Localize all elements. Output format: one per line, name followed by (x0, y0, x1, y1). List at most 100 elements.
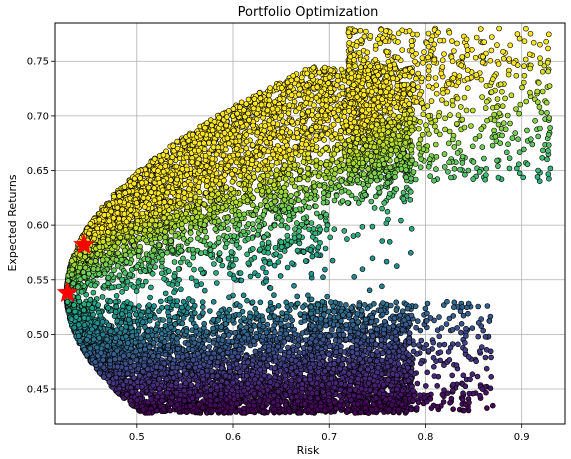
portfolio-point (259, 240, 266, 247)
portfolio-point (296, 176, 303, 182)
portfolio-point (369, 255, 376, 262)
portfolio-point (253, 207, 259, 214)
portfolio-point (330, 121, 337, 128)
portfolio-point (133, 311, 139, 318)
portfolio-point (187, 230, 194, 236)
portfolio-point (296, 233, 303, 240)
portfolio-point (320, 195, 327, 201)
portfolio-point (295, 197, 302, 203)
portfolio-point (311, 183, 318, 190)
portfolio-point (160, 317, 166, 323)
portfolio-point (206, 337, 212, 344)
portfolio-point (271, 292, 277, 298)
portfolio-point (164, 304, 170, 311)
portfolio-point (237, 173, 244, 179)
portfolio-point (162, 290, 169, 297)
data-points (63, 25, 554, 416)
portfolio-point (315, 173, 322, 180)
portfolio-point (143, 278, 149, 285)
portfolio-point (303, 186, 309, 192)
portfolio-point (123, 259, 130, 265)
portfolio-point (338, 66, 345, 73)
portfolio-point (308, 270, 315, 277)
portfolio-point (393, 186, 400, 192)
portfolio-point (288, 301, 295, 308)
portfolio-point (338, 343, 344, 350)
portfolio-point (169, 282, 176, 288)
portfolio-point (225, 226, 232, 232)
portfolio-point (165, 309, 171, 316)
portfolio-point (218, 307, 225, 314)
portfolio-point (344, 200, 351, 206)
portfolio-point (317, 160, 324, 166)
portfolio-point (148, 284, 154, 291)
portfolio-point (213, 151, 220, 158)
portfolio-point (386, 239, 393, 245)
portfolio-point (251, 254, 258, 261)
portfolio-point (218, 324, 224, 330)
portfolio-point (383, 220, 390, 227)
portfolio-point (321, 137, 327, 143)
portfolio-point (331, 226, 338, 232)
portfolio-point (247, 313, 253, 320)
portfolio-point (308, 220, 315, 226)
portfolio-point (238, 277, 245, 284)
portfolio-point (244, 297, 250, 304)
portfolio-point (187, 224, 194, 231)
portfolio-point (359, 224, 366, 230)
portfolio-point (161, 275, 167, 282)
portfolio-point (170, 189, 176, 196)
portfolio-point (359, 266, 366, 273)
portfolio-point (136, 303, 142, 309)
portfolio-point (171, 273, 177, 280)
portfolio-point (179, 320, 186, 327)
portfolio-point (331, 197, 338, 204)
plot-area (54, 22, 566, 425)
chart-title: Portfolio Optimization (238, 5, 379, 20)
portfolio-point (302, 258, 309, 264)
portfolio-point (408, 226, 415, 232)
portfolio-point (379, 205, 385, 212)
portfolio-point (353, 195, 359, 202)
portfolio-point (285, 322, 292, 329)
portfolio-point (242, 186, 248, 193)
portfolio-point (398, 217, 404, 224)
portfolio-point (345, 189, 352, 196)
portfolio-point (265, 239, 272, 246)
portfolio-point (162, 234, 168, 241)
portfolio-point (400, 189, 407, 196)
portfolio-point (260, 265, 266, 271)
portfolio-point (226, 294, 232, 301)
portfolio-point (407, 197, 414, 203)
portfolio-point (190, 254, 196, 261)
portfolio-point (240, 292, 247, 299)
portfolio-point (196, 314, 203, 320)
portfolio-point (339, 198, 346, 204)
portfolio-point (158, 263, 165, 270)
portfolio-point (331, 171, 338, 177)
portfolio-point (122, 252, 129, 258)
portfolio-point (329, 257, 336, 264)
portfolio-point (372, 193, 379, 200)
portfolio-point (379, 283, 385, 290)
portfolio-point (111, 267, 117, 274)
portfolio-point (237, 270, 244, 276)
portfolio-point (294, 293, 301, 300)
portfolio-point (90, 289, 97, 296)
portfolio-point (275, 302, 282, 309)
portfolio-point (210, 325, 216, 332)
portfolio-point (329, 156, 336, 163)
portfolio-point (338, 189, 345, 195)
portfolio-point (119, 276, 125, 283)
portfolio-point (215, 317, 221, 324)
portfolio-point (369, 223, 376, 230)
portfolio-point (313, 157, 320, 164)
portfolio-point (291, 183, 298, 190)
portfolio-point (190, 246, 196, 253)
portfolio-point (279, 310, 285, 316)
portfolio-point (296, 228, 302, 234)
portfolio-point (294, 247, 301, 254)
portfolio-point (174, 138, 180, 145)
portfolio-point (271, 222, 278, 229)
